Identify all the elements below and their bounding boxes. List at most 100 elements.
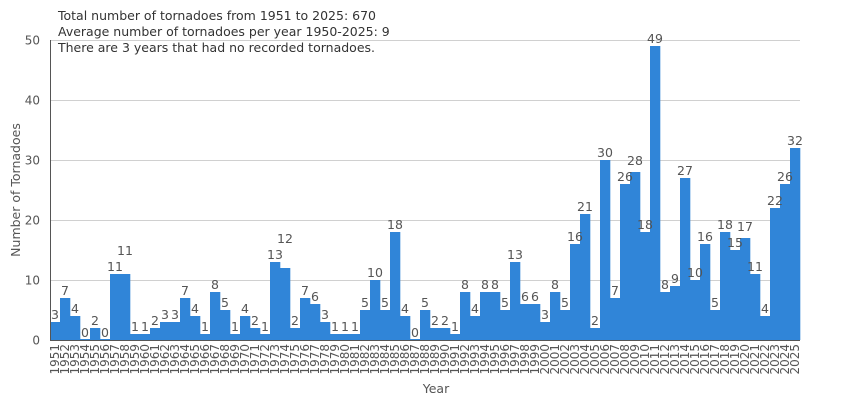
x-tick-label: 1962 — [158, 344, 172, 375]
bar-1990 — [440, 328, 451, 340]
bar-2018 — [720, 232, 731, 340]
x-tick-label: 2024 — [778, 344, 792, 375]
bar-1956 — [100, 339, 111, 340]
data-label: 3 — [321, 307, 329, 322]
data-label: 7 — [301, 283, 309, 298]
x-tick-label: 2004 — [578, 344, 592, 375]
y-tick-label: 50 — [25, 34, 40, 48]
x-tick-label: 2018 — [718, 344, 732, 375]
bar-2011 — [650, 46, 661, 340]
data-label: 2 — [291, 313, 299, 328]
data-label: 18 — [717, 217, 733, 232]
bar-2017 — [710, 310, 721, 340]
x-tick-label: 1954 — [78, 344, 92, 375]
data-label: 18 — [387, 217, 403, 232]
x-tick-label: 1968 — [218, 344, 232, 375]
data-label: 30 — [597, 145, 613, 160]
data-label: 26 — [617, 169, 633, 184]
data-label: 6 — [531, 289, 539, 304]
x-tick-label: 1979 — [328, 344, 342, 375]
data-label: 5 — [221, 295, 229, 310]
bar-1951 — [50, 322, 61, 340]
bar-1962 — [160, 322, 171, 340]
bar-2008 — [620, 184, 631, 340]
data-label: 7 — [61, 283, 69, 298]
x-tick-label: 2011 — [648, 344, 662, 375]
bar-1980 — [340, 334, 351, 340]
data-label: 12 — [277, 231, 293, 246]
bar-1978 — [320, 322, 331, 340]
data-label: 8 — [461, 277, 469, 292]
x-tick-label: 1980 — [338, 344, 352, 375]
data-label: 13 — [267, 247, 283, 262]
data-label: 4 — [401, 301, 409, 316]
bar-1997 — [510, 262, 521, 340]
bar-2003 — [570, 244, 581, 340]
bar-2015 — [690, 280, 701, 340]
data-label: 10 — [367, 265, 383, 280]
x-tick-label: 1981 — [348, 344, 362, 375]
x-tick-label: 2023 — [768, 344, 782, 375]
bar-2006 — [600, 160, 611, 340]
bar-1971 — [250, 328, 261, 340]
bar-1953 — [70, 316, 81, 340]
bar-1983 — [370, 280, 381, 340]
data-label: 4 — [761, 301, 769, 316]
data-label: 1 — [231, 319, 239, 334]
x-tick-label: 1978 — [318, 344, 332, 375]
x-tick-label: 1991 — [448, 344, 462, 375]
bar-1993 — [470, 316, 481, 340]
data-label: 5 — [421, 295, 429, 310]
data-label: 2 — [441, 313, 449, 328]
y-tick-label: 10 — [25, 274, 40, 288]
data-label: 27 — [677, 163, 693, 178]
x-tick-label: 2013 — [668, 344, 682, 375]
bar-1984 — [380, 310, 391, 340]
data-label: 21 — [577, 199, 593, 214]
x-tick-label: 1976 — [298, 344, 312, 375]
data-label: 7 — [181, 283, 189, 298]
x-tick-label: 1955 — [88, 344, 102, 375]
data-label: 4 — [471, 301, 479, 316]
data-label: 28 — [627, 153, 643, 168]
x-tick-label: 1974 — [278, 344, 292, 375]
bar-1992 — [460, 292, 471, 340]
data-label: 2 — [151, 313, 159, 328]
y-tick-label: 40 — [25, 94, 40, 108]
bar-2014 — [680, 178, 691, 340]
data-label: 3 — [171, 307, 179, 322]
x-tick-label: 1987 — [408, 344, 422, 375]
x-tick-label: 2015 — [688, 344, 702, 375]
bar-1968 — [220, 310, 231, 340]
data-label: 3 — [51, 307, 59, 322]
data-label: 8 — [481, 277, 489, 292]
bar-2013 — [670, 286, 681, 340]
x-tick-label: 1972 — [258, 344, 272, 375]
bar-1958 — [120, 274, 131, 340]
data-label: 49 — [647, 31, 663, 46]
data-label: 17 — [737, 219, 753, 234]
data-label: 18 — [637, 217, 653, 232]
x-tick-label: 2025 — [788, 344, 802, 375]
bar-1999 — [530, 304, 541, 340]
x-tick-label: 1994 — [478, 344, 492, 375]
data-label: 5 — [711, 295, 719, 310]
bar-1975 — [290, 328, 301, 340]
data-label: 5 — [561, 295, 569, 310]
data-label: 1 — [141, 319, 149, 334]
x-tick-label: 2000 — [538, 344, 552, 375]
data-label: 16 — [567, 229, 583, 244]
x-tick-label: 2017 — [708, 344, 722, 375]
bar-1974 — [280, 268, 291, 340]
bar-1966 — [200, 334, 211, 340]
x-tick-label: 1960 — [138, 344, 152, 375]
bar-1967 — [210, 292, 221, 340]
bar-2007 — [610, 298, 621, 340]
x-tick-label: 2016 — [698, 344, 712, 375]
annotation-total: Total number of tornadoes from 1951 to 2… — [57, 8, 376, 23]
x-tick-label: 1990 — [438, 344, 452, 375]
bar-1985 — [390, 232, 401, 340]
data-label: 1 — [261, 319, 269, 334]
x-tick-label: 1988 — [418, 344, 432, 375]
